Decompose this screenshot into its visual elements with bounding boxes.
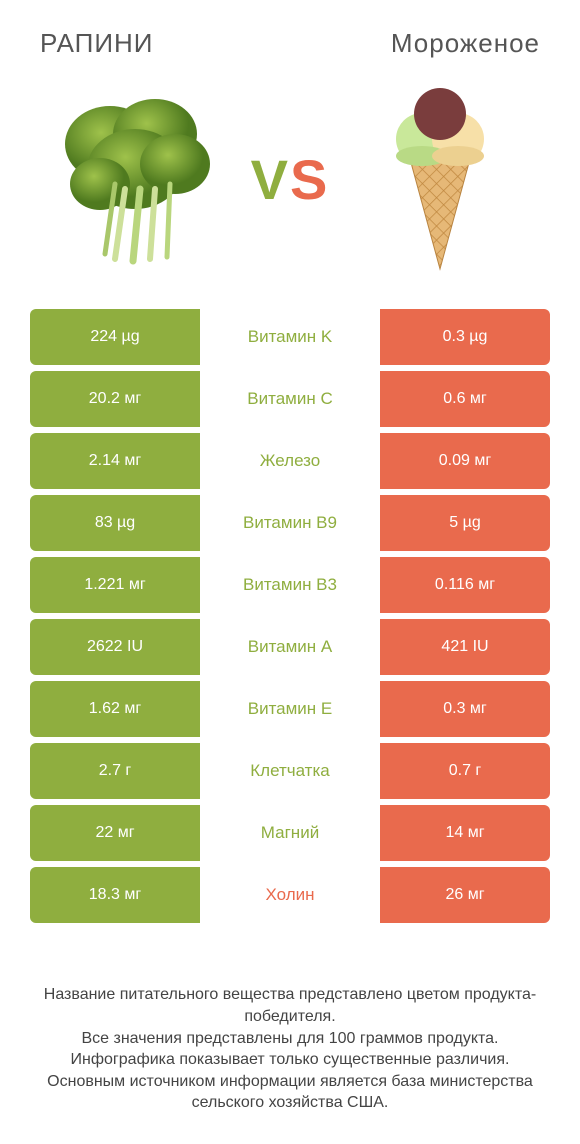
footer-line: Название питательного вещества представл… [30,984,550,1027]
table-row: 2.14 мгЖелезо0.09 мг [30,433,550,489]
table-row: 83 µgВитамин B95 µg [30,495,550,551]
footer-note: Название питательного вещества представл… [0,984,580,1114]
table-row: 1.62 мгВитамин E0.3 мг [30,681,550,737]
table-row: 20.2 мгВитамин C0.6 мг [30,371,550,427]
hero-row: VS [0,59,580,309]
footer-line: Инфографика показывает только существенн… [30,1049,550,1071]
right-value: 0.116 мг [380,557,550,613]
right-value: 0.3 мг [380,681,550,737]
vs-v: V [251,148,290,211]
nutrient-label: Витамин A [200,619,380,675]
left-value: 2622 IU [30,619,200,675]
vs-label: VS [251,147,330,212]
right-value: 0.3 µg [380,309,550,365]
left-value: 2.14 мг [30,433,200,489]
nutrient-label: Витамин B9 [200,495,380,551]
footer-line: Основным источником информации является … [30,1071,550,1114]
right-value: 0.6 мг [380,371,550,427]
right-value: 0.09 мг [380,433,550,489]
nutrient-label: Холин [200,867,380,923]
icecream-icon [350,84,530,274]
left-value: 2.7 г [30,743,200,799]
right-value: 0.7 г [380,743,550,799]
nutrient-label: Клетчатка [200,743,380,799]
left-value: 1.221 мг [30,557,200,613]
left-value: 20.2 мг [30,371,200,427]
left-product-title: РАПИНИ [40,28,154,59]
rapini-icon [50,84,230,274]
header: РАПИНИ Мороженое [0,0,580,59]
nutrient-label: Витамин B3 [200,557,380,613]
vs-s: S [290,148,329,211]
table-row: 224 µgВитамин K0.3 µg [30,309,550,365]
nutrient-label: Магний [200,805,380,861]
right-product-title: Мороженое [391,28,540,59]
right-value: 5 µg [380,495,550,551]
left-value: 224 µg [30,309,200,365]
left-value: 22 мг [30,805,200,861]
nutrient-label: Витамин E [200,681,380,737]
left-value: 1.62 мг [30,681,200,737]
table-row: 2622 IUВитамин A421 IU [30,619,550,675]
nutrient-label: Витамин K [200,309,380,365]
right-value: 14 мг [380,805,550,861]
left-value: 83 µg [30,495,200,551]
left-value: 18.3 мг [30,867,200,923]
table-row: 18.3 мгХолин26 мг [30,867,550,923]
table-row: 2.7 гКлетчатка0.7 г [30,743,550,799]
nutrient-label: Витамин C [200,371,380,427]
nutrient-label: Железо [200,433,380,489]
table-row: 22 мгМагний14 мг [30,805,550,861]
right-value: 421 IU [380,619,550,675]
right-value: 26 мг [380,867,550,923]
table-row: 1.221 мгВитамин B30.116 мг [30,557,550,613]
footer-line: Все значения представлены для 100 граммо… [30,1028,550,1050]
comparison-table: 224 µgВитамин K0.3 µg 20.2 мгВитамин C0.6… [0,309,580,923]
